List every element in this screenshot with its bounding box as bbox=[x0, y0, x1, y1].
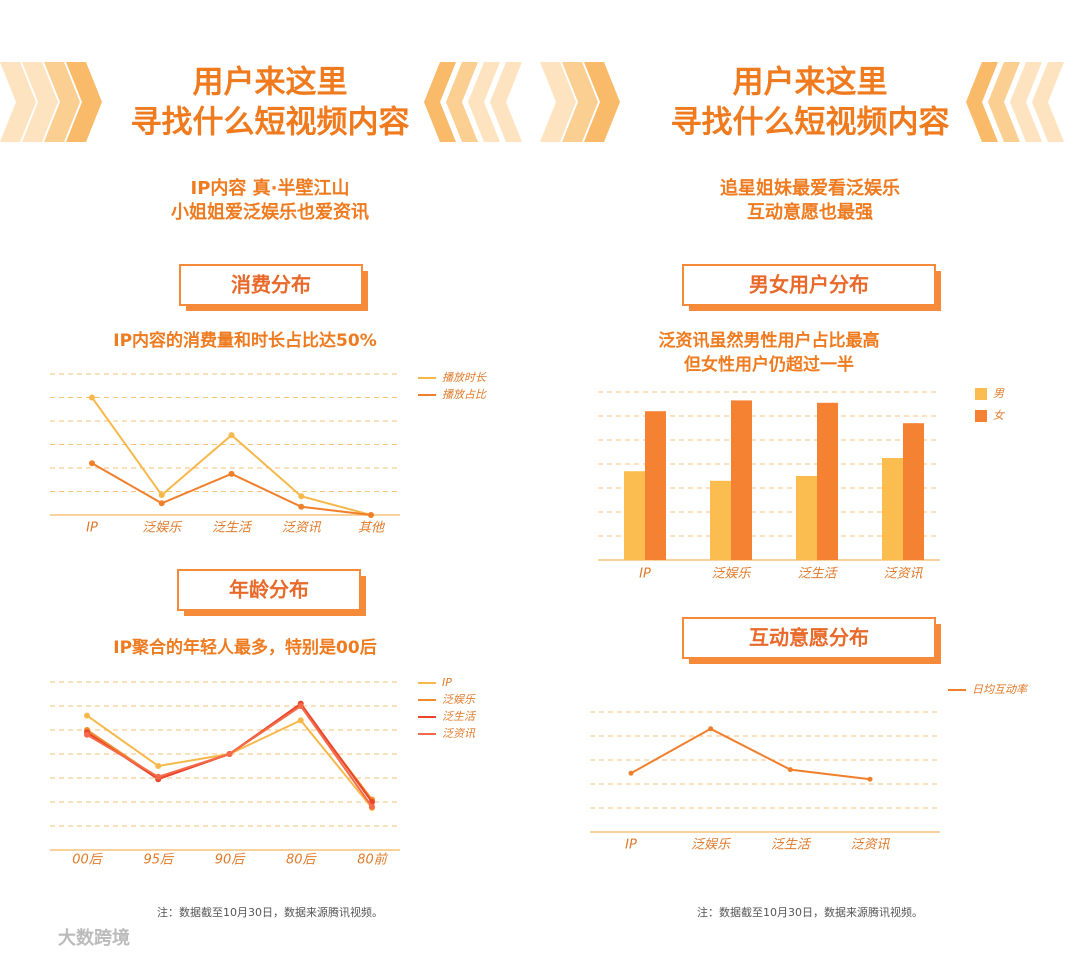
legend-label: 泛娱乐 bbox=[442, 693, 476, 706]
chart-title: 泛资讯虽然男性用户占比最高 bbox=[659, 330, 880, 351]
point bbox=[84, 712, 90, 719]
x-tick-label: 90后 bbox=[215, 853, 247, 868]
intro: IP内容 真·半壁江山 bbox=[191, 177, 350, 199]
x-tick-label: 泛资讯 bbox=[883, 567, 923, 582]
line bbox=[86, 714, 373, 809]
legend-label: 女 bbox=[993, 409, 1006, 422]
chart-title: IP内容的消费量和时长占比达50% bbox=[113, 330, 376, 351]
point bbox=[368, 512, 374, 518]
legend-swatch bbox=[975, 410, 987, 422]
x-tick-label: 95后 bbox=[143, 853, 175, 868]
point bbox=[155, 773, 162, 780]
decoration bbox=[0, 62, 1064, 142]
x-tick-label: 80后 bbox=[286, 853, 318, 868]
intro: 小姐姐爱泛娱乐也爱资讯 bbox=[171, 201, 369, 223]
legend-label: 播放时长 bbox=[442, 371, 487, 384]
x-tick-label: 泛娱乐 bbox=[142, 521, 182, 536]
point bbox=[787, 767, 793, 773]
x-tick-label: 00后 bbox=[72, 853, 104, 868]
point bbox=[226, 751, 233, 757]
legend-swatch bbox=[975, 388, 987, 400]
point bbox=[89, 394, 95, 401]
bar bbox=[645, 411, 666, 560]
line bbox=[91, 396, 372, 516]
chart-title: 但女性用户仍超过一半 bbox=[684, 354, 854, 375]
section-title: 年龄分布 bbox=[229, 578, 309, 602]
x-tick-label: 泛娱乐 bbox=[691, 838, 731, 853]
legend-label: 泛生活 bbox=[442, 710, 477, 723]
bar bbox=[882, 458, 903, 560]
watermark: 大数跨境 bbox=[58, 927, 130, 949]
legend-label: 泛资讯 bbox=[442, 727, 476, 740]
point bbox=[298, 503, 305, 510]
x-tick-label: 80前 bbox=[357, 853, 389, 868]
legend-label: 男 bbox=[993, 387, 1005, 400]
intro: 追星姐妹最爱看泛娱乐 bbox=[720, 177, 900, 199]
point bbox=[155, 763, 162, 769]
chart-title: IP聚合的年轻人最多，特别是00后 bbox=[113, 637, 376, 658]
bar bbox=[710, 480, 731, 560]
legend-label: 播放占比 bbox=[442, 388, 487, 401]
heading: 用户来这里 bbox=[193, 65, 348, 101]
bar bbox=[903, 423, 924, 560]
heading: 用户来这里 bbox=[733, 65, 888, 101]
x-tick-label: 泛生活 bbox=[797, 567, 838, 582]
point bbox=[158, 500, 165, 507]
x-tick-label: 泛资讯 bbox=[850, 838, 890, 853]
x-tick-label: 泛资讯 bbox=[282, 521, 322, 536]
point bbox=[158, 492, 165, 499]
x-tick-label: 泛生活 bbox=[771, 838, 812, 853]
section-box bbox=[177, 569, 361, 611]
bar bbox=[624, 471, 645, 560]
bar bbox=[817, 402, 838, 560]
x-tick-label: 其他 bbox=[358, 521, 386, 536]
note: 注：数据截至10月30日，数据来源腾讯视频。 bbox=[697, 905, 923, 919]
intro: 互动意愿也最强 bbox=[747, 201, 873, 223]
point bbox=[228, 432, 235, 439]
point bbox=[297, 717, 304, 724]
note: 注：数据截至10月30日，数据来源腾讯视频。 bbox=[157, 905, 383, 919]
point bbox=[628, 770, 634, 776]
x-tick-label: 泛娱乐 bbox=[711, 567, 751, 582]
legend-label: IP bbox=[442, 676, 452, 689]
x-tick-label: 泛生活 bbox=[212, 521, 253, 536]
x-tick-label: IP bbox=[86, 521, 98, 536]
heading: 寻找什么短视频内容 bbox=[671, 105, 950, 141]
point bbox=[228, 470, 235, 477]
legend-label: 日均互动率 bbox=[972, 683, 1029, 696]
point bbox=[369, 803, 375, 810]
bar bbox=[796, 476, 817, 560]
point bbox=[84, 731, 90, 738]
point bbox=[867, 776, 873, 782]
section-box bbox=[682, 617, 936, 659]
point bbox=[89, 460, 95, 467]
section-title: 互动意愿分布 bbox=[749, 626, 869, 650]
x-tick-label: IP bbox=[639, 567, 651, 582]
section-title: 男女用户分布 bbox=[749, 273, 869, 297]
section-box bbox=[682, 264, 936, 306]
point bbox=[298, 493, 305, 500]
section-box bbox=[179, 264, 363, 306]
point bbox=[708, 726, 714, 732]
heading: 寻找什么短视频内容 bbox=[131, 105, 410, 141]
section-title: 消费分布 bbox=[231, 273, 311, 297]
line bbox=[630, 727, 871, 781]
point bbox=[297, 703, 304, 709]
bar bbox=[731, 400, 752, 560]
x-tick-label: IP bbox=[625, 838, 637, 853]
